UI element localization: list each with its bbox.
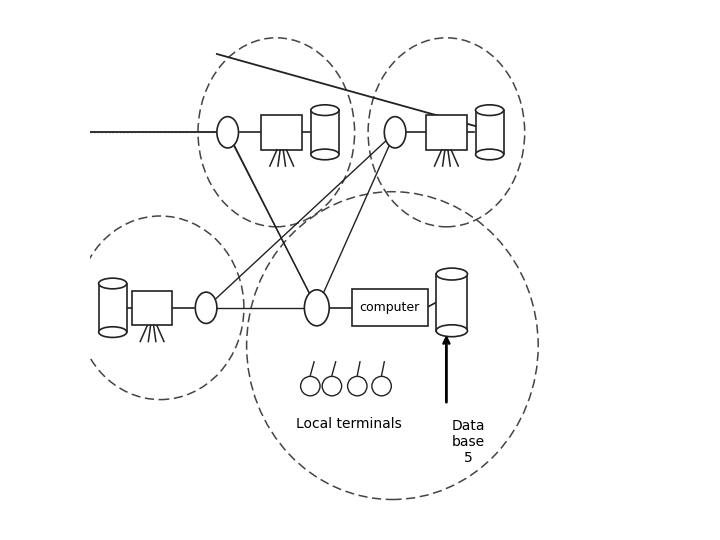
Ellipse shape xyxy=(99,327,127,338)
Bar xyxy=(426,116,467,150)
FancyBboxPatch shape xyxy=(351,289,428,326)
Circle shape xyxy=(301,376,320,396)
Circle shape xyxy=(372,376,392,396)
Ellipse shape xyxy=(195,292,217,323)
Ellipse shape xyxy=(311,105,339,116)
Bar xyxy=(311,110,339,154)
Ellipse shape xyxy=(217,117,238,148)
Circle shape xyxy=(348,376,367,396)
Bar xyxy=(436,274,467,330)
Ellipse shape xyxy=(475,149,504,160)
Ellipse shape xyxy=(311,149,339,160)
Text: computer: computer xyxy=(359,301,420,314)
Text: Local terminals: Local terminals xyxy=(297,417,402,431)
Ellipse shape xyxy=(384,117,406,148)
Ellipse shape xyxy=(99,278,127,289)
Ellipse shape xyxy=(436,268,467,280)
Ellipse shape xyxy=(436,325,467,337)
Text: Data
base
5: Data base 5 xyxy=(451,418,485,465)
Bar xyxy=(475,110,504,154)
Bar xyxy=(261,116,302,150)
Ellipse shape xyxy=(475,105,504,116)
Bar xyxy=(132,291,172,325)
Circle shape xyxy=(323,376,341,396)
Ellipse shape xyxy=(305,290,329,326)
Bar xyxy=(99,284,127,332)
